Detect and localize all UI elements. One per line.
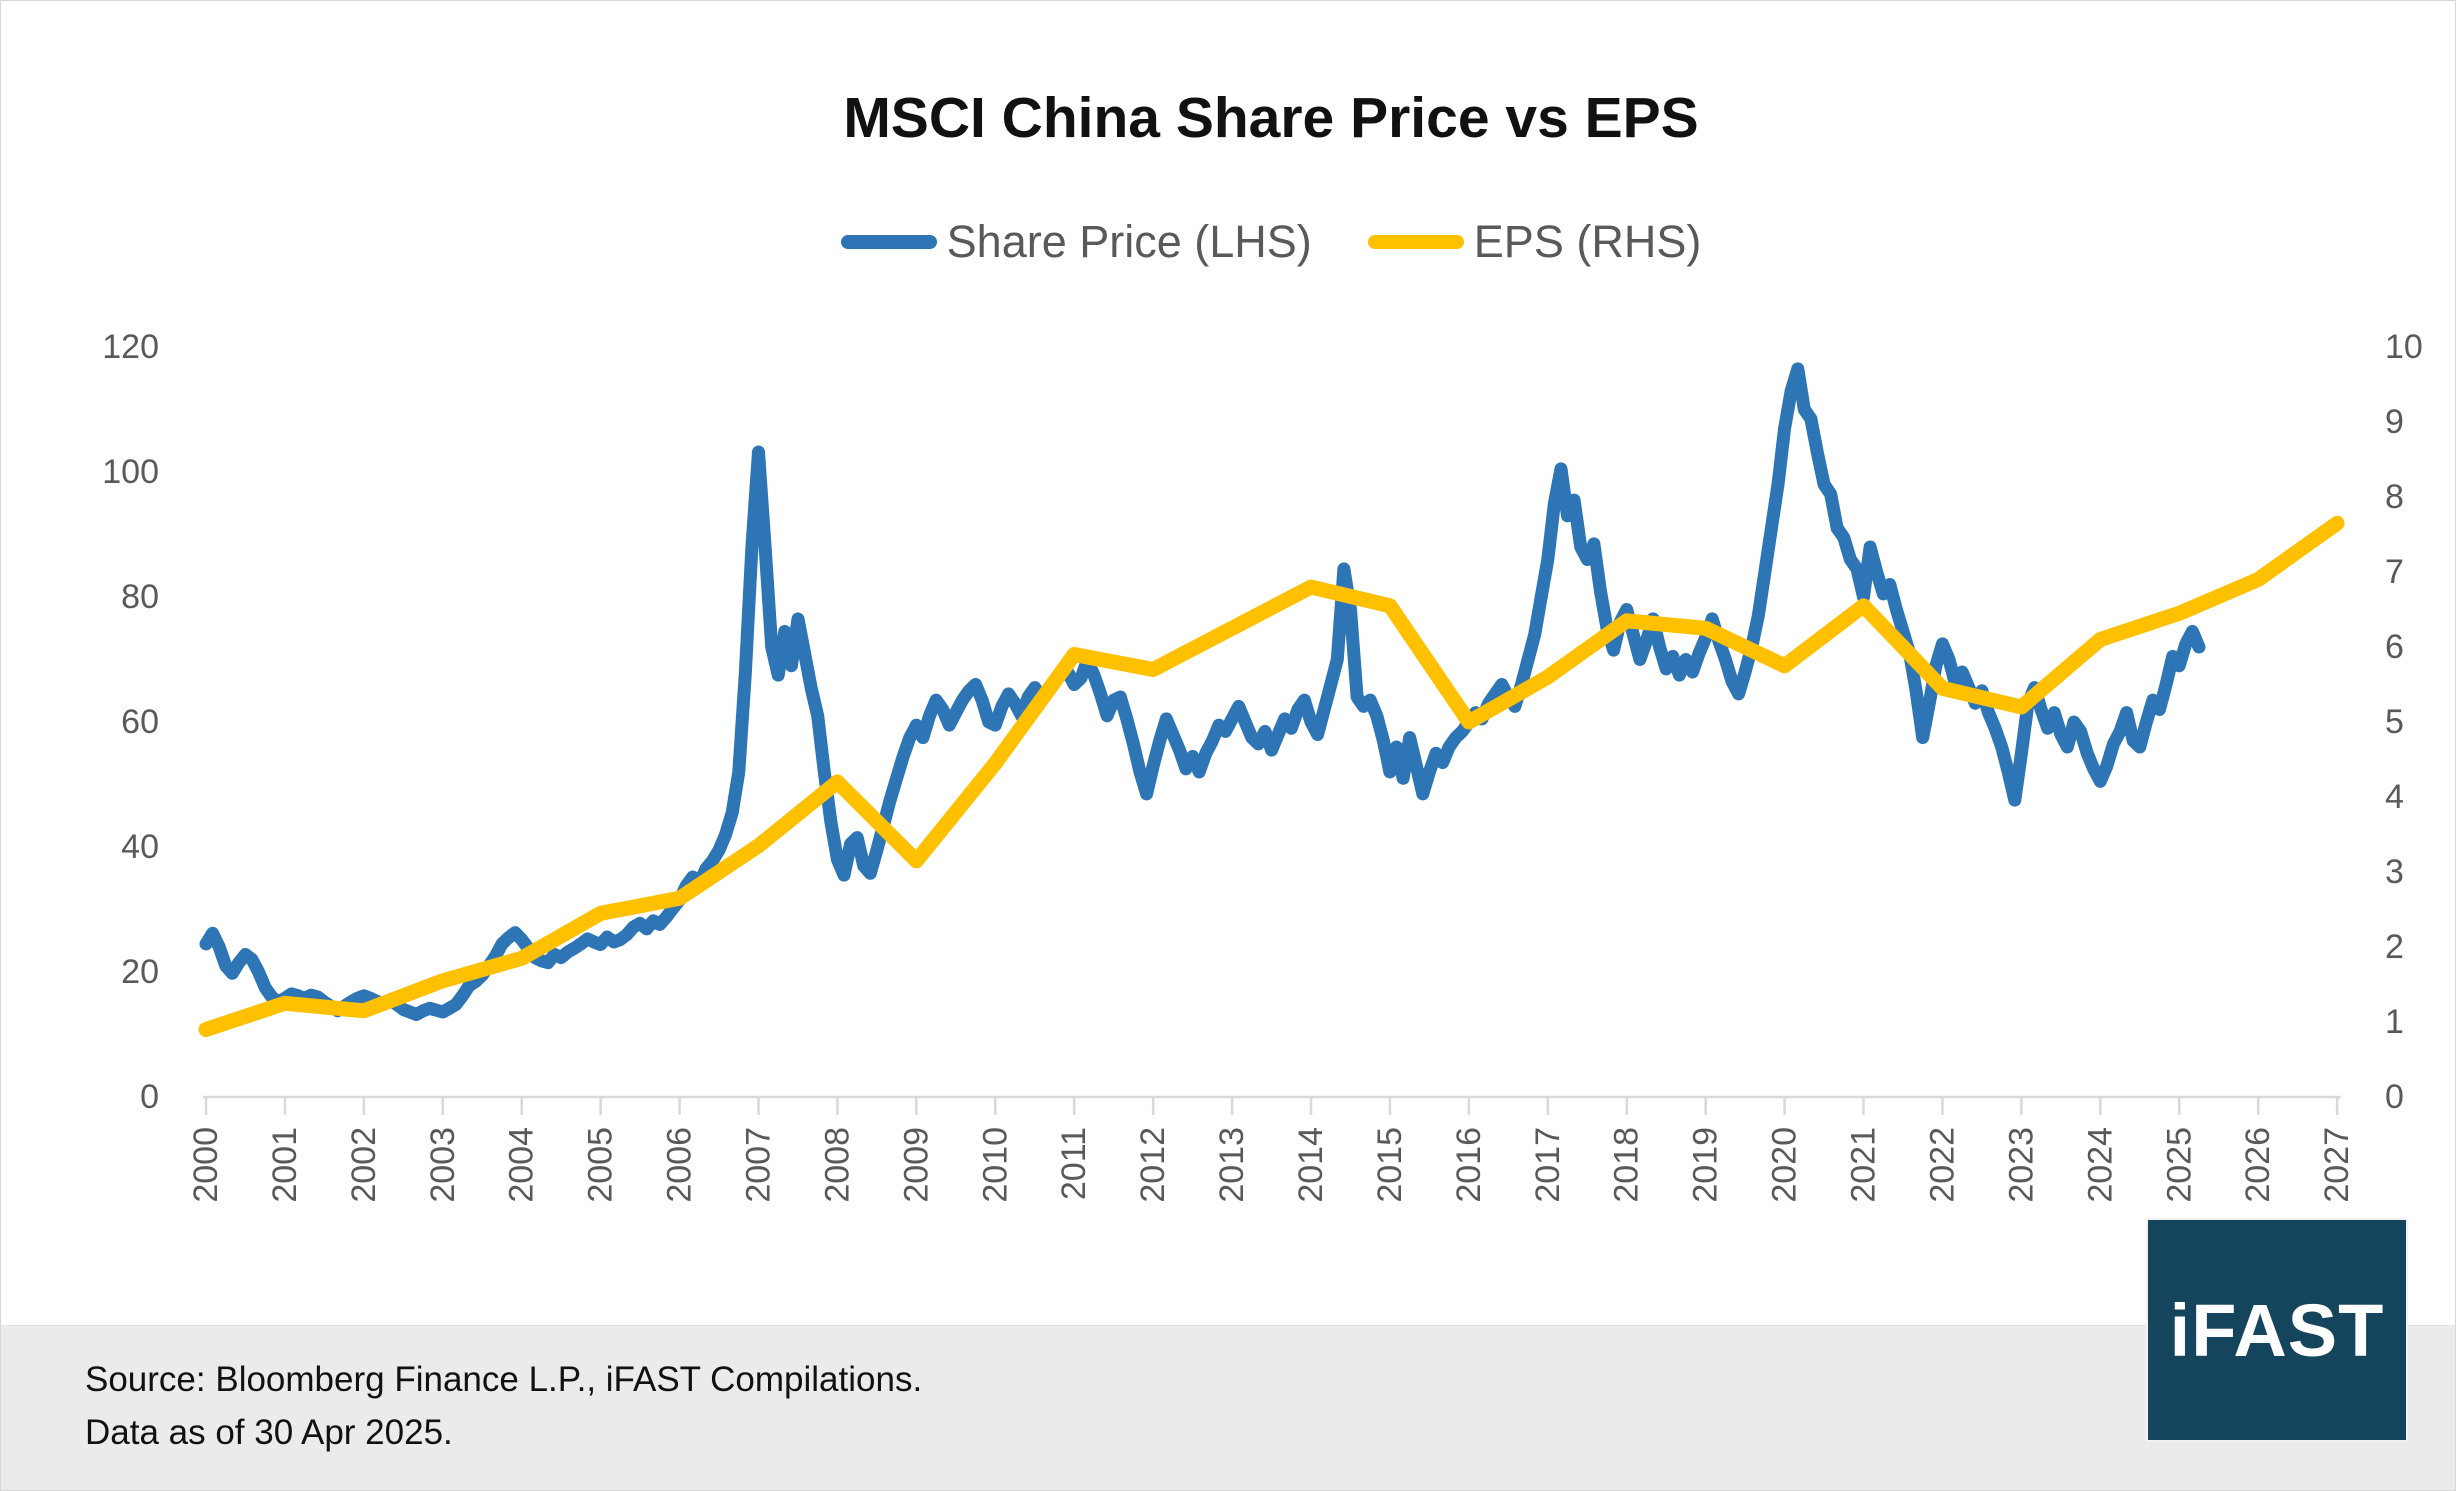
eps-line [198,515,2345,1037]
right-axis-label: 5 [2385,703,2404,741]
source-note: Source: Bloomberg Finance L.P., iFAST Co… [85,1353,922,1459]
x-axis-label: 2021 [1845,1127,1883,1203]
x-axis-label: 2011 [1055,1127,1093,1200]
x-axis-label: 2012 [1134,1127,1172,1203]
footer-band [1,1325,2455,1490]
x-axis-label: 2018 [1608,1127,1646,1203]
right-axis-label: 1 [2385,1003,2404,1041]
x-axis-label: 2019 [1687,1127,1725,1203]
left-axis-label: 80 [121,578,159,616]
x-axis-label: 2007 [740,1127,778,1203]
x-axis-label: 2004 [503,1127,541,1203]
x-axis-label: 2022 [1923,1127,1961,1203]
right-axis-label: 7 [2385,553,2404,591]
right-axis-label: 4 [2385,778,2404,816]
legend-item-share-price: Share Price (LHS) [840,216,1312,267]
x-axis-label: 2008 [818,1127,856,1203]
right-axis-label: 3 [2385,853,2404,891]
share-price-legend-marker-icon [840,234,937,249]
x-axis-label: 2027 [2318,1127,2356,1203]
chart-title: MSCI China Share Price vs EPS [843,86,1699,150]
x-axis-label: 2002 [345,1127,383,1203]
right-axis-label: 0 [2385,1078,2404,1116]
x-axis-label: 2001 [266,1127,304,1203]
left-axis-label: 100 [102,453,159,491]
source-line: Source: Bloomberg Finance L.P., iFAST Co… [85,1360,923,1399]
right-axis-label: 8 [2385,478,2404,516]
ifast-logo: iFAST [2148,1220,2406,1440]
share-price-line [199,362,2206,1021]
x-axis-label: 2016 [1450,1127,1488,1203]
left-axis-label: 40 [121,828,159,866]
legend: Share Price (LHS) EPS (RHS) [85,216,2455,267]
right-axis-label: 10 [2385,328,2423,366]
legend-item-eps: EPS (RHS) [1367,216,1702,267]
legend-label-eps: EPS (RHS) [1473,216,1702,267]
left-axis-label: 60 [121,703,159,741]
x-axis-label: 2020 [1766,1127,1804,1203]
right-axis-label: 9 [2385,403,2404,441]
x-axis-label: 2023 [2002,1127,2040,1203]
left-axis-label: 20 [121,953,159,991]
x-axis-label: 2024 [2081,1127,2119,1203]
x-axis-label: 2010 [976,1127,1014,1203]
legend-label-share-price: Share Price (LHS) [946,216,1312,267]
left-axis-label: 0 [140,1078,159,1116]
x-axis-label: 2005 [582,1127,620,1203]
x-axis-label: 2025 [2160,1127,2198,1203]
x-axis-label: 2006 [661,1127,699,1203]
x-axis-label: 2013 [1213,1127,1251,1203]
x-axis-label: 2009 [897,1127,935,1203]
eps-legend-marker-icon [1367,234,1464,249]
x-axis-label: 2000 [187,1127,225,1203]
left-axis-label: 120 [102,328,159,366]
x-axis-label: 2015 [1371,1127,1409,1203]
x-axis-label: 2003 [424,1127,462,1203]
x-axis-label: 2014 [1292,1127,1330,1203]
right-axis-label: 2 [2385,928,2404,966]
asof-line: Data as of 30 Apr 2025. [85,1413,453,1452]
right-axis-label: 6 [2385,628,2404,666]
x-axis-label: 2017 [1529,1127,1567,1203]
ifast-logo-text: iFAST [2169,1288,2385,1372]
x-axis-label: 2026 [2239,1127,2277,1203]
